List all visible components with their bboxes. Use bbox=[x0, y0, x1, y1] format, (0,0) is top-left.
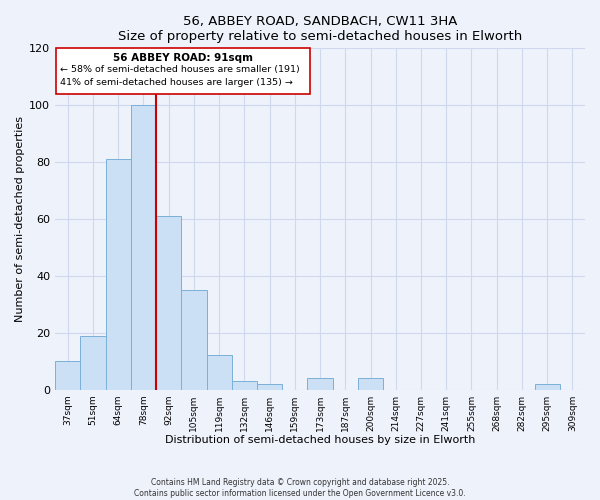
Bar bbox=[206, 356, 232, 390]
Bar bbox=[181, 290, 206, 390]
Bar bbox=[55, 361, 80, 390]
Y-axis label: Number of semi-detached properties: Number of semi-detached properties bbox=[15, 116, 25, 322]
Bar bbox=[358, 378, 383, 390]
Bar bbox=[106, 159, 131, 390]
Bar bbox=[535, 384, 560, 390]
Bar bbox=[307, 378, 332, 390]
Bar bbox=[156, 216, 181, 390]
Text: ← 58% of semi-detached houses are smaller (191): ← 58% of semi-detached houses are smalle… bbox=[60, 66, 300, 74]
X-axis label: Distribution of semi-detached houses by size in Elworth: Distribution of semi-detached houses by … bbox=[165, 435, 475, 445]
FancyBboxPatch shape bbox=[56, 48, 310, 94]
Text: 41% of semi-detached houses are larger (135) →: 41% of semi-detached houses are larger (… bbox=[60, 78, 293, 87]
Bar bbox=[131, 105, 156, 390]
Bar bbox=[80, 336, 106, 390]
Title: 56, ABBEY ROAD, SANDBACH, CW11 3HA
Size of property relative to semi-detached ho: 56, ABBEY ROAD, SANDBACH, CW11 3HA Size … bbox=[118, 15, 522, 43]
Text: 56 ABBEY ROAD: 91sqm: 56 ABBEY ROAD: 91sqm bbox=[113, 52, 253, 62]
Bar bbox=[257, 384, 282, 390]
Text: Contains HM Land Registry data © Crown copyright and database right 2025.
Contai: Contains HM Land Registry data © Crown c… bbox=[134, 478, 466, 498]
Bar bbox=[232, 381, 257, 390]
